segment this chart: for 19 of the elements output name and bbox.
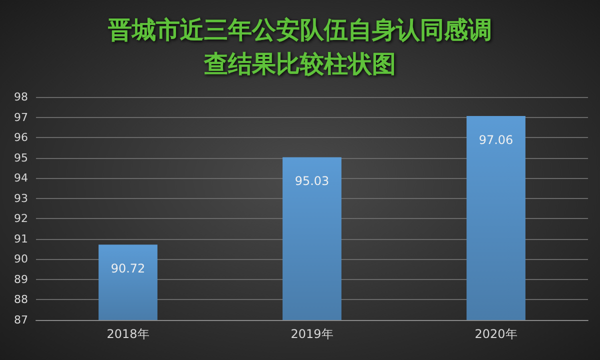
chart-title: 晋城市近三年公安队伍自身认同感调查结果比较柱状图: [107, 16, 492, 78]
data-label: 95.03: [294, 174, 330, 188]
y-tick-label: 96: [14, 131, 28, 144]
x-tick-label: 2019年: [290, 327, 334, 341]
y-tick-label: 97: [14, 110, 28, 124]
y-tick-label: 92: [14, 212, 28, 226]
data-label: 97.06: [478, 133, 514, 148]
y-tick-label: 93: [14, 192, 28, 205]
y-tick-label: 89: [14, 272, 28, 286]
data-label: 90.72: [110, 262, 146, 276]
y-tick-label: 98: [14, 90, 28, 104]
y-tick-label: 87: [14, 314, 28, 326]
y-tick-label: 88: [14, 293, 28, 306]
x-tick-label: 2018年: [106, 327, 150, 341]
y-tick-label: 90: [14, 252, 28, 266]
y-tick-label: 91: [14, 232, 28, 246]
x-tick-label: 2020年: [474, 327, 518, 341]
y-tick-label: 94: [14, 172, 28, 185]
y-tick-label: 95: [14, 151, 28, 164]
